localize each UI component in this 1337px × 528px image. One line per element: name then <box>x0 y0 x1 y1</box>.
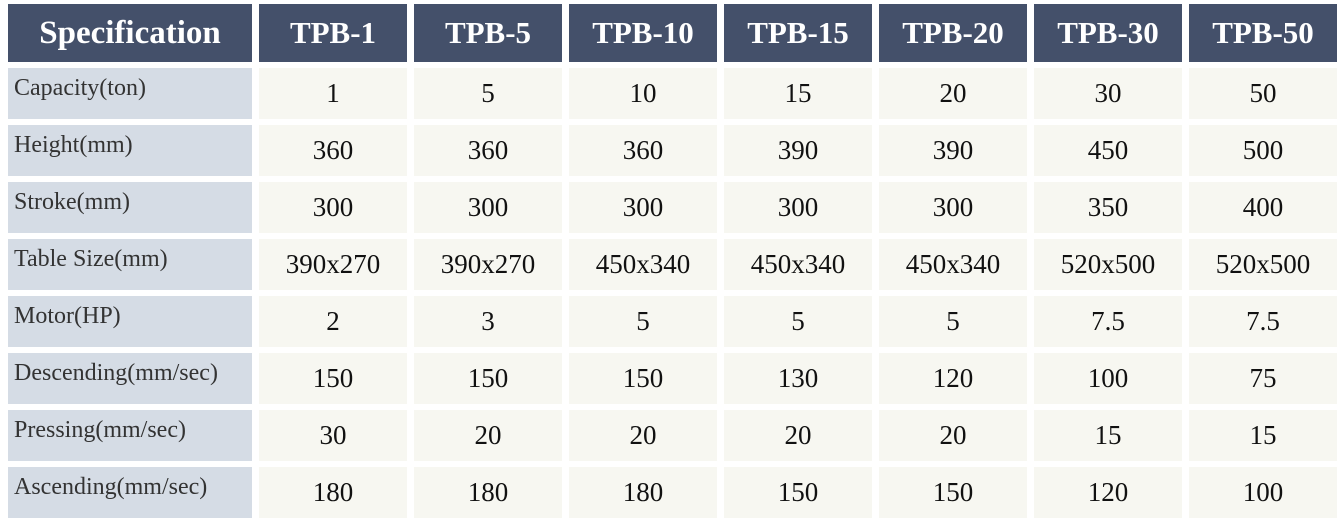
table-cell: 20 <box>569 410 717 461</box>
table-cell: 50 <box>1189 68 1337 119</box>
table-cell: 5 <box>724 296 872 347</box>
header-cell: Specification <box>8 4 252 62</box>
row-label: Table Size(mm) <box>8 239 252 290</box>
table-cell: 180 <box>259 467 407 518</box>
table-cell: 7.5 <box>1189 296 1337 347</box>
table-cell: 300 <box>414 182 562 233</box>
table-cell: 75 <box>1189 353 1337 404</box>
table-cell: 180 <box>569 467 717 518</box>
table-cell: 150 <box>414 353 562 404</box>
table-cell: 120 <box>1034 467 1182 518</box>
table-cell: 10 <box>569 68 717 119</box>
table-cell: 7.5 <box>1034 296 1182 347</box>
row-label: Ascending(mm/sec) <box>8 467 252 518</box>
table-cell: 30 <box>1034 68 1182 119</box>
table-cell: 300 <box>569 182 717 233</box>
table-cell: 20 <box>414 410 562 461</box>
table-cell: 390x270 <box>414 239 562 290</box>
table-cell: 20 <box>879 68 1027 119</box>
table-cell: 150 <box>569 353 717 404</box>
table-cell: 100 <box>1189 467 1337 518</box>
table-cell: 5 <box>414 68 562 119</box>
table-cell: 300 <box>259 182 407 233</box>
table-cell: 100 <box>1034 353 1182 404</box>
table-cell: 5 <box>569 296 717 347</box>
table-cell: 15 <box>1189 410 1337 461</box>
table-cell: 360 <box>414 125 562 176</box>
table-cell: 2 <box>259 296 407 347</box>
table-cell: 20 <box>879 410 1027 461</box>
header-cell: TPB-30 <box>1034 4 1182 62</box>
table-cell: 520x500 <box>1189 239 1337 290</box>
table-cell: 150 <box>259 353 407 404</box>
table-cell: 15 <box>724 68 872 119</box>
table-cell: 5 <box>879 296 1027 347</box>
table-cell: 450x340 <box>879 239 1027 290</box>
table-cell: 390x270 <box>259 239 407 290</box>
table-cell: 150 <box>724 467 872 518</box>
table-cell: 15 <box>1034 410 1182 461</box>
table-cell: 390 <box>724 125 872 176</box>
row-label: Motor(HP) <box>8 296 252 347</box>
table-cell: 500 <box>1189 125 1337 176</box>
table-cell: 1 <box>259 68 407 119</box>
table-cell: 130 <box>724 353 872 404</box>
spec-table: Specification TPB-1 TPB-5 TPB-10 TPB-15 TPB-2… <box>8 4 1337 518</box>
header-cell: TPB-20 <box>879 4 1027 62</box>
table-cell: 3 <box>414 296 562 347</box>
table-cell: 360 <box>259 125 407 176</box>
header-cell: TPB-50 <box>1189 4 1337 62</box>
table-cell: 30 <box>259 410 407 461</box>
row-label: Capacity(ton) <box>8 68 252 119</box>
row-label: Height(mm) <box>8 125 252 176</box>
table-cell: 390 <box>879 125 1027 176</box>
header-cell: TPB-5 <box>414 4 562 62</box>
table-cell: 360 <box>569 125 717 176</box>
header-cell: TPB-10 <box>569 4 717 62</box>
table-cell: 450x340 <box>724 239 872 290</box>
table-cell: 150 <box>879 467 1027 518</box>
table-cell: 350 <box>1034 182 1182 233</box>
header-cell: TPB-1 <box>259 4 407 62</box>
table-cell: 450x340 <box>569 239 717 290</box>
header-cell: TPB-15 <box>724 4 872 62</box>
table-cell: 180 <box>414 467 562 518</box>
row-label: Pressing(mm/sec) <box>8 410 252 461</box>
table-cell: 300 <box>724 182 872 233</box>
table-cell: 300 <box>879 182 1027 233</box>
table-cell: 520x500 <box>1034 239 1182 290</box>
table-cell: 450 <box>1034 125 1182 176</box>
row-label: Descending(mm/sec) <box>8 353 252 404</box>
table-cell: 400 <box>1189 182 1337 233</box>
table-cell: 120 <box>879 353 1027 404</box>
table-cell: 20 <box>724 410 872 461</box>
row-label: Stroke(mm) <box>8 182 252 233</box>
